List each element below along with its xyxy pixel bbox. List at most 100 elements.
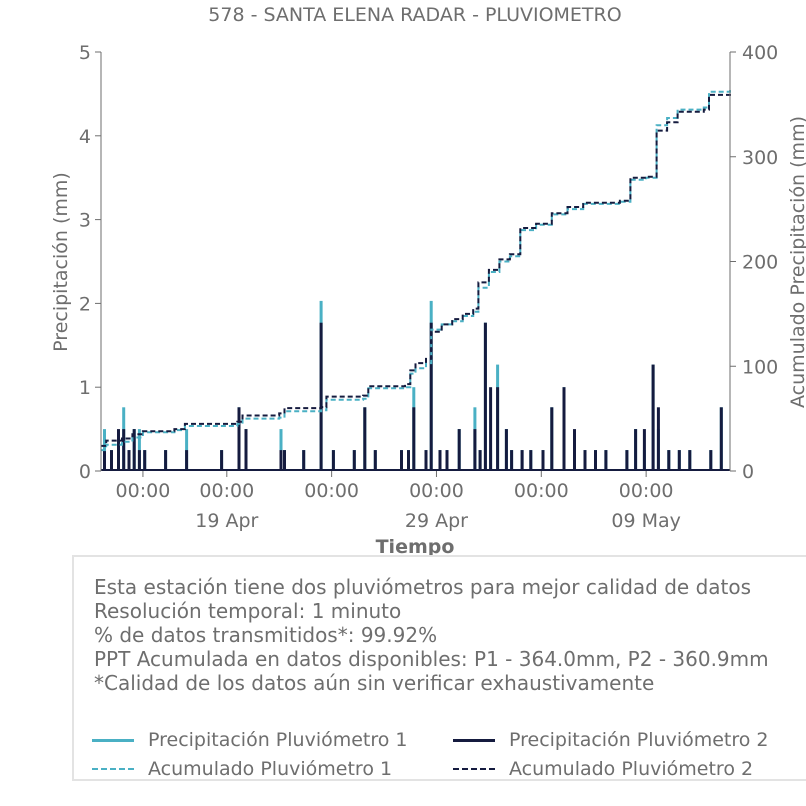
- bar-precip-2: [656, 407, 660, 471]
- bar-precip-2: [529, 450, 533, 471]
- x-tick-sublabel: 19 Apr: [195, 510, 258, 532]
- legend-item-precip-2: Precipitación Pluviómetro 2: [453, 729, 769, 751]
- axes: 0 1 2 3 4 5 0 100 200 300 400 00:00 00:00 19 Apr 00:00…: [79, 42, 778, 532]
- y-tick-label: 5: [79, 42, 91, 64]
- x-axis-label: Tiempo: [376, 536, 455, 558]
- x-tick-label: 00:00: [304, 480, 359, 502]
- bar-precip-2: [489, 387, 493, 471]
- legend-swatch: [453, 768, 495, 770]
- bar-precip-2: [117, 429, 120, 471]
- bar-precip-2: [634, 429, 638, 471]
- bar-precip-2: [132, 429, 136, 471]
- legend-item-cum-2: Acumulado Pluviómetro 2: [453, 758, 753, 780]
- bar-precip-2: [400, 450, 403, 471]
- legend-label: Precipitación Pluviómetro 1: [148, 729, 408, 751]
- bar-precip-2: [373, 450, 377, 471]
- y-tick-label: 0: [79, 461, 91, 483]
- legend-label: Precipitación Pluviómetro 2: [509, 729, 769, 751]
- bar-precip-1: [279, 429, 283, 471]
- x-tick-sublabel: 09 May: [611, 510, 681, 532]
- bar-precip-2: [429, 322, 433, 471]
- bar-precip-2: [103, 450, 106, 471]
- bar-precip-2: [424, 450, 428, 471]
- bar-precip-2: [573, 429, 576, 471]
- bar-precip-2: [237, 407, 241, 471]
- legend-swatch: [453, 738, 495, 742]
- y-tick-label: 4: [79, 126, 91, 148]
- bar-precip-2: [363, 407, 367, 471]
- info-line: Esta estación tiene dos pluviómetros par…: [94, 575, 752, 599]
- x-tick-label: 00:00: [619, 480, 674, 502]
- bar-precip-2: [483, 322, 487, 471]
- legend-label: Acumulado Pluviómetro 1: [148, 758, 393, 780]
- bar-precip-2: [412, 407, 416, 471]
- bar-precip-2: [651, 364, 655, 471]
- bar-precip-2: [688, 450, 692, 471]
- line-cumulative-1: [101, 89, 731, 452]
- bar-precip-2: [279, 450, 283, 471]
- bar-precip-2: [127, 450, 131, 471]
- y2-axis-label: Acumulado Precipitación (mm): [787, 116, 806, 408]
- x-tick-sublabel: 29 Apr: [405, 510, 468, 532]
- bar-precip-2: [504, 429, 508, 471]
- info-line: PPT Acumulada en datos disponibles: P1 -…: [94, 647, 769, 671]
- bar-precip-2: [445, 450, 449, 471]
- bar-precip-2: [583, 450, 587, 471]
- bar-precip-2: [719, 407, 723, 471]
- y2-tick-label: 400: [742, 42, 778, 64]
- bar-precip-2: [137, 450, 141, 471]
- bar-precip-2: [220, 450, 224, 471]
- bar-precip-2: [143, 450, 147, 471]
- bar-precip-2: [550, 407, 554, 471]
- legend-swatch: [92, 738, 134, 742]
- bar-precip-2: [457, 429, 461, 471]
- bar-precip-2: [625, 450, 629, 471]
- y2-tick-label: 300: [742, 147, 778, 169]
- x-tick-label: 00:00: [116, 480, 171, 502]
- legend-swatch: [92, 768, 134, 770]
- bar-precip-2: [709, 450, 713, 471]
- info-line: % de datos transmitidos*: 99.92%: [94, 623, 438, 647]
- bar-precip-2: [510, 450, 514, 471]
- bar-precip-2: [283, 450, 286, 471]
- x-tick-label: 00:00: [514, 480, 569, 502]
- bar-precip-2: [496, 387, 500, 471]
- bar-precip-2: [164, 450, 168, 471]
- info-line: *Calidad de los datos aún sin verificar …: [94, 671, 655, 695]
- x-tick-label: 00:00: [409, 480, 464, 502]
- bar-precip-2: [122, 429, 126, 471]
- bar-precip-2: [110, 450, 113, 471]
- bar-precip-2: [604, 450, 608, 471]
- bar-precip-2: [642, 429, 646, 471]
- y2-tick-label: 0: [742, 461, 754, 483]
- bar-precip-2: [473, 429, 477, 471]
- legend-label: Acumulado Pluviómetro 2: [509, 758, 754, 780]
- bar-precip-2: [478, 450, 482, 471]
- bar-precip-2: [667, 450, 671, 471]
- bar-precip-2: [352, 450, 356, 471]
- bar-precip-2: [185, 450, 189, 471]
- bar-precip-2: [562, 387, 566, 471]
- y-tick-label: 1: [79, 377, 91, 399]
- y2-tick-label: 200: [742, 252, 778, 274]
- bar-precip-2: [438, 450, 442, 471]
- bar-precip-2: [594, 450, 597, 471]
- bar-precip-2: [302, 450, 306, 471]
- bar-precip-2: [244, 429, 248, 471]
- bar-precip-2: [520, 450, 524, 471]
- bar-group: [101, 300, 730, 471]
- bar-precip-1: [185, 429, 189, 471]
- y-axis-label: Precipitación (mm): [50, 172, 72, 352]
- info-box: Esta estación tiene dos pluviómetros par…: [72, 555, 806, 781]
- line-group: [101, 89, 731, 452]
- y-tick-label: 2: [79, 293, 91, 315]
- bar-precip-2: [677, 450, 681, 471]
- x-tick-label: 00:00: [199, 480, 254, 502]
- legend-item-precip-1: Precipitación Pluviómetro 1: [92, 729, 408, 751]
- legend-item-cum-1: Acumulado Pluviómetro 1: [92, 758, 392, 780]
- bar-precip-2: [407, 450, 410, 471]
- line-cumulative-2: [101, 93, 731, 447]
- bar-precip-2: [331, 450, 335, 471]
- y-tick-label: 3: [79, 210, 91, 232]
